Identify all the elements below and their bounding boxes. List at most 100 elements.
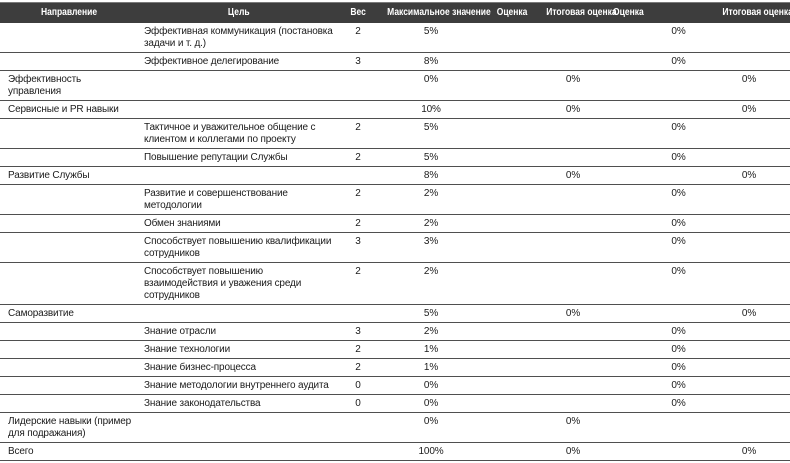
cell-weight: [340, 70, 376, 101]
cell-direction: [0, 52, 138, 71]
column-header-goal-label: Цель: [228, 7, 250, 18]
cell-final1: 0%: [538, 100, 608, 119]
cell-score1: [486, 70, 538, 101]
cell-weight: [340, 304, 376, 323]
cell-goal: Знание методологии внутреннего аудита: [138, 376, 340, 395]
cell-score2: [608, 166, 708, 185]
cell-score1: [486, 262, 538, 305]
cell-score2: [608, 460, 708, 463]
column-header-weight-label: Вес: [350, 7, 366, 18]
column-header-final-score-2: Итоговая оценка: [708, 2, 790, 23]
cell-score1: [486, 166, 538, 185]
column-header-goal: Цель: [138, 2, 340, 23]
cell-weight: 2: [340, 148, 376, 167]
cell-score1: [486, 358, 538, 377]
cell-weight: 3: [340, 52, 376, 71]
cell-direction: Всего: [0, 442, 138, 461]
cell-goal: Тактичное и уважительное общение с клиен…: [138, 118, 340, 149]
cell-final1: 0%: [538, 442, 608, 461]
cell-goal: Знание бизнес-процесса: [138, 358, 340, 377]
cell-goal: Знание технологии: [138, 340, 340, 359]
cell-score2: [608, 304, 708, 323]
cell-goal: [138, 442, 340, 461]
cell-final2: [708, 322, 790, 341]
cell-max: 5%: [376, 148, 486, 167]
column-header-direction-label: Направление: [40, 7, 98, 18]
cell-score2: 0%: [608, 52, 708, 71]
table-row: Знание технологии 2 1% 0%: [0, 340, 790, 359]
table-row: Сервисные и PR навыки 10% 0% 0%: [0, 100, 790, 119]
cell-final2: 0%: [708, 166, 790, 185]
cell-final1: [538, 52, 608, 71]
cell-weight: 3: [340, 322, 376, 341]
cell-direction: [0, 184, 138, 215]
cell-goal: Способствует повышению взаимодействия и …: [138, 262, 340, 305]
column-header-score-2-label: Оценка: [613, 7, 644, 18]
cell-goal: Обмен знаниями: [138, 214, 340, 233]
cell-direction: [0, 262, 138, 305]
cell-final2: 0%: [708, 460, 790, 463]
table-row: Обмен знаниями 2 2% 0%: [0, 214, 790, 233]
table-row: Эффективность управления 0% 0% 0%: [0, 70, 790, 101]
cell-weight: [340, 412, 376, 443]
cell-final2: [708, 52, 790, 71]
cell-final2: [708, 23, 790, 53]
cell-max: 2%: [376, 184, 486, 215]
cell-final2: [708, 118, 790, 149]
cell-direction: Эффективность управления: [0, 70, 138, 101]
cell-final1: 0%: [538, 70, 608, 101]
column-header-score-1: Оценка: [486, 2, 538, 23]
cell-score2: [608, 442, 708, 461]
cell-score1: [486, 340, 538, 359]
cell-weight: [340, 166, 376, 185]
cell-final1: 0%: [538, 166, 608, 185]
cell-score1: [486, 412, 538, 443]
cell-goal: Знание отрасли: [138, 322, 340, 341]
cell-score1: [486, 394, 538, 413]
cell-final2: [708, 214, 790, 233]
cell-final1: [538, 148, 608, 167]
table-row: 0% 0%: [0, 460, 790, 463]
cell-final1: [538, 394, 608, 413]
column-header-score-1-label: Оценка: [496, 7, 528, 18]
cell-score2: 0%: [608, 214, 708, 233]
cell-final1: [538, 358, 608, 377]
table-row: Знание отрасли 3 2% 0%: [0, 322, 790, 341]
cell-final2: [708, 376, 790, 395]
cell-goal: [138, 70, 340, 101]
cell-goal: Способствует повышению квалификации сотр…: [138, 232, 340, 263]
cell-final1: [538, 262, 608, 305]
cell-final2: [708, 262, 790, 305]
cell-final1: [538, 214, 608, 233]
cell-final2: [708, 340, 790, 359]
cell-max: 8%: [376, 52, 486, 71]
cell-max: 10%: [376, 100, 486, 119]
cell-goal: Эффективная коммуникация (постановка зад…: [144, 25, 333, 49]
cell-direction: [0, 23, 138, 53]
column-header-max-value-label: Максимальное значение: [387, 7, 491, 18]
cell-max: 5%: [423, 25, 439, 37]
cell-goal: Повышение репутации Службы: [138, 148, 340, 167]
cell-final2: 0%: [708, 70, 790, 101]
table-row: Эффективная коммуникация (постановка зад…: [0, 23, 790, 53]
cell-direction: [0, 376, 138, 395]
cell-score1: [486, 322, 538, 341]
cell-score2: 0%: [608, 262, 708, 305]
cell-weight: 2: [355, 25, 361, 37]
cell-score1: [486, 442, 538, 461]
cell-max: 8%: [376, 166, 486, 185]
cell-final2: [708, 232, 790, 263]
column-header-direction: Направление: [0, 2, 138, 23]
cell-score1: [486, 232, 538, 263]
table-row: Развитие Службы 8% 0% 0%: [0, 166, 790, 185]
cell-weight: [340, 100, 376, 119]
cell-goal: Развитие и совершенствование методологии: [138, 184, 340, 215]
cell-final1: 0%: [538, 412, 608, 443]
cell-final1: [538, 184, 608, 215]
table-row: Знание законодательства 0 0% 0%: [0, 394, 790, 413]
cell-max: 100%: [376, 442, 486, 461]
cell-max: 2%: [376, 262, 486, 305]
cell-direction: [0, 358, 138, 377]
cell-direction: [0, 340, 138, 359]
cell-max: 0%: [376, 376, 486, 395]
